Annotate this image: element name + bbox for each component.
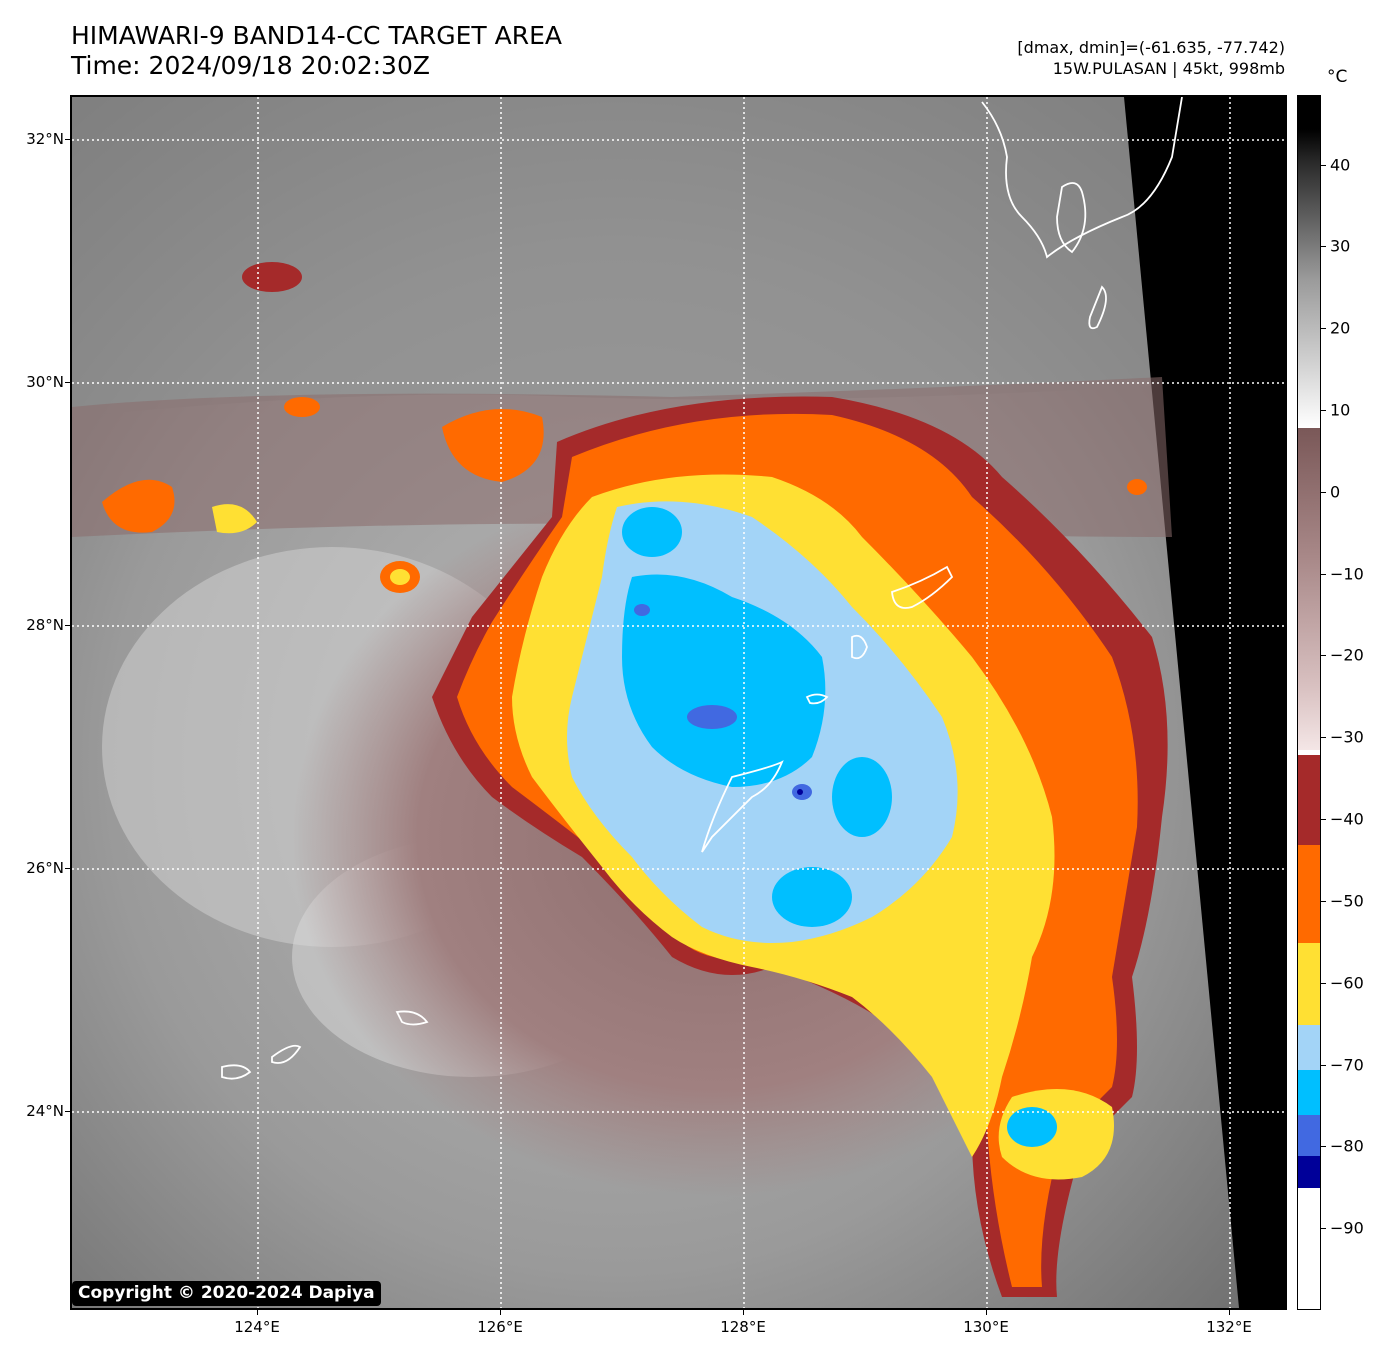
- lat-lon-grid: [72, 97, 1285, 1308]
- colorbar-segment-0: [1298, 1188, 1320, 1309]
- satellite-map: [70, 95, 1287, 1310]
- copyright-notice: Copyright © 2020-2024 Dapiya: [72, 1281, 381, 1306]
- storm-info: 15W.PULASAN | 45kt, 998mb: [1052, 59, 1285, 78]
- colorbar-tick: [1321, 491, 1326, 493]
- colorbar-segment-7: [1298, 754, 1320, 845]
- colorbar-mid-brown: [1298, 428, 1320, 750]
- colorbar-tick: [1321, 1064, 1326, 1066]
- figure-timestamp: Time: 2024/09/18 20:02:30Z: [71, 51, 430, 80]
- colorbar-tick: [1321, 655, 1326, 657]
- colorbar-tick-label: −90: [1330, 1218, 1364, 1238]
- colorbar-warm-gray: [1298, 96, 1320, 428]
- colorbar-segment-3: [1298, 1069, 1320, 1115]
- colorbar-segment-4: [1298, 1024, 1320, 1070]
- colorbar-tick-label: −50: [1330, 891, 1364, 911]
- colorbar-segment-6: [1298, 844, 1320, 943]
- colorbar-tick-label: 40: [1330, 155, 1351, 175]
- colorbar-tick-label: 20: [1330, 318, 1351, 338]
- lat-label-24: 24°N: [26, 1102, 64, 1120]
- lon-label-132: 132°E: [1206, 1318, 1252, 1336]
- colorbar-tick: [1321, 246, 1326, 248]
- colorbar-tick: [1321, 328, 1326, 330]
- colorbar-segment-2: [1298, 1114, 1320, 1156]
- coldest-cloud-top: [687, 705, 737, 729]
- colorbar-tick: [1321, 1146, 1326, 1148]
- colorbar-tick-label: 30: [1330, 236, 1351, 256]
- colorbar-tick: [1321, 1228, 1326, 1230]
- cold-cloud-top-minus75: [622, 574, 826, 787]
- colorbar-tick: [1321, 573, 1326, 575]
- colorbar-tick-label: −30: [1330, 727, 1364, 747]
- colorbar-tick-label: −10: [1330, 564, 1364, 584]
- lon-label-130: 130°E: [963, 1318, 1009, 1336]
- lon-label-128: 128°E: [720, 1318, 766, 1336]
- lat-label-26: 26°N: [26, 859, 64, 877]
- lat-label-32: 32°N: [26, 130, 64, 148]
- satellite-imagery: [72, 97, 1285, 1308]
- colorbar-tick: [1321, 410, 1326, 411]
- colorbar-unit: °C: [1327, 67, 1348, 87]
- colorbar-tick: [1321, 737, 1326, 739]
- colorbar-tick: [1321, 819, 1326, 821]
- colorbar-tick: [1321, 900, 1326, 902]
- colorbar-tick-label: −40: [1330, 809, 1364, 829]
- colorbar-tick: [1321, 982, 1326, 984]
- colorbar: [1297, 95, 1321, 1310]
- lon-label-126: 126°E: [477, 1318, 523, 1336]
- colorbar-tick-label: 0: [1330, 482, 1341, 502]
- colorbar-tick-label: −20: [1330, 645, 1364, 665]
- colorbar-tick: [1321, 164, 1326, 166]
- colorbar-tick-label: −70: [1330, 1055, 1364, 1075]
- colorbar-segment-5: [1298, 942, 1320, 1025]
- lat-label-30: 30°N: [26, 373, 64, 391]
- coastlines: [221, 97, 1183, 1080]
- temperature-range-info: [dmax, dmin]=(-61.635, -77.742): [1017, 38, 1285, 57]
- lon-label-124: 124°E: [234, 1318, 280, 1336]
- no-data-area: [1124, 97, 1285, 1308]
- lat-label-28: 28°N: [26, 616, 64, 634]
- figure-title: HIMAWARI-9 BAND14-CC TARGET AREA: [71, 21, 563, 50]
- colorbar-tick-label: −80: [1330, 1136, 1364, 1156]
- colorbar-tick-label: −60: [1330, 973, 1364, 993]
- colorbar-tick-label: 10: [1330, 400, 1351, 420]
- colorbar-segment-1: [1298, 1155, 1320, 1189]
